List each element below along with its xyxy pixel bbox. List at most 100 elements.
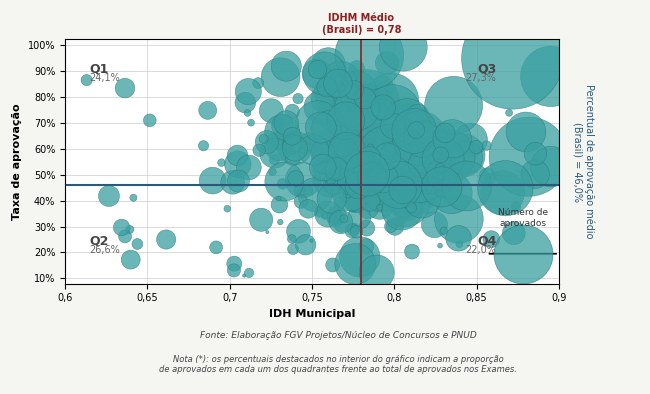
Point (486, 236, 497, 242)
Point (373, 93, 384, 99)
Point (362, 171, 372, 177)
Point (339, 216, 349, 222)
Point (392, 175, 402, 181)
Point (116, 224, 127, 230)
Point (274, 143, 284, 149)
Point (319, 82, 330, 88)
Point (437, 171, 448, 177)
Point (269, 150, 280, 156)
Point (276, 74, 286, 80)
Point (347, 173, 358, 180)
Point (304, 138, 315, 145)
Point (429, 221, 439, 228)
Point (244, 270, 254, 276)
Point (388, 143, 398, 149)
Point (435, 165, 445, 171)
Point (321, 160, 332, 166)
Point (242, 110, 253, 116)
Text: Q3: Q3 (477, 63, 497, 76)
Point (361, 145, 372, 152)
Point (339, 143, 349, 149)
Point (448, 102, 459, 108)
Point (243, 88, 254, 95)
Point (374, 159, 384, 165)
Point (545, 73, 556, 80)
Point (364, 129, 374, 135)
Point (289, 145, 300, 151)
Text: Número de
aprovados: Número de aprovados (498, 208, 548, 228)
Point (328, 172, 339, 178)
Point (337, 153, 347, 160)
Point (352, 155, 362, 162)
Point (432, 170, 442, 176)
Point (380, 88, 390, 94)
Point (415, 169, 425, 175)
Point (300, 145, 311, 151)
Point (342, 148, 352, 154)
Point (198, 143, 209, 149)
Point (309, 191, 320, 198)
Point (398, 140, 408, 146)
Point (216, 160, 227, 166)
Point (324, 125, 334, 132)
Point (313, 66, 323, 72)
Point (125, 256, 136, 263)
Point (382, 153, 393, 160)
Point (356, 204, 366, 210)
Point (293, 228, 304, 234)
Point (293, 95, 304, 102)
Point (339, 161, 349, 167)
Point (336, 108, 346, 114)
Text: Nota (*): os percentuais destacados no interior do gráfico indicam a proporção
d: Nota (*): os percentuais destacados no i… (159, 355, 517, 374)
Point (418, 188, 428, 194)
Point (319, 71, 330, 77)
Point (311, 150, 321, 156)
Point (354, 169, 365, 175)
Point (273, 120, 283, 126)
Point (303, 206, 313, 212)
Point (404, 198, 414, 204)
Point (521, 129, 531, 135)
Point (343, 136, 353, 143)
Point (363, 132, 373, 139)
Point (443, 153, 453, 160)
Point (294, 188, 305, 194)
Point (400, 195, 411, 201)
Point (517, 251, 528, 257)
Point (367, 174, 377, 180)
Point (341, 191, 352, 198)
Point (407, 249, 417, 255)
Point (386, 97, 396, 104)
Point (404, 199, 414, 205)
Point (420, 195, 430, 201)
Point (290, 130, 300, 136)
Point (417, 196, 427, 203)
Point (385, 156, 396, 162)
Point (404, 209, 415, 215)
Point (277, 133, 287, 139)
Point (438, 156, 448, 162)
Text: 27,3%: 27,3% (465, 73, 497, 83)
Point (323, 61, 333, 68)
Point (413, 133, 423, 139)
Point (327, 119, 337, 125)
Point (393, 182, 404, 188)
Point (306, 125, 317, 132)
Point (355, 254, 365, 260)
Point (465, 136, 476, 143)
Point (411, 200, 421, 206)
Point (415, 135, 425, 141)
Point (481, 143, 491, 149)
Point (385, 191, 396, 198)
Point (333, 80, 343, 87)
Point (363, 92, 373, 98)
Point (278, 122, 288, 128)
Point (353, 182, 363, 189)
Point (335, 169, 346, 175)
Point (328, 183, 338, 190)
Point (361, 225, 372, 231)
Point (352, 65, 362, 71)
Point (402, 119, 412, 125)
Point (380, 189, 390, 195)
Point (530, 171, 540, 177)
